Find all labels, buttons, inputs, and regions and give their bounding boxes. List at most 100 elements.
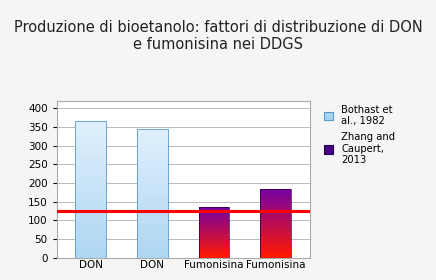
Bar (198, 215, 229, 216)
Bar (75, 208, 106, 210)
Bar (75, 249, 106, 251)
Bar (137, 219, 168, 221)
Bar (198, 220, 229, 221)
Bar (137, 241, 168, 242)
Bar (198, 219, 229, 220)
Bar (75, 137, 106, 139)
Bar (260, 212, 291, 213)
Bar (137, 135, 168, 137)
Bar (75, 223, 106, 226)
Bar (198, 231, 229, 232)
Bar (137, 129, 168, 131)
Bar (75, 190, 106, 192)
Bar (198, 246, 229, 247)
Bar (260, 200, 291, 202)
Bar (137, 195, 168, 197)
Bar (198, 248, 229, 249)
Bar (260, 224, 291, 225)
Bar (137, 176, 168, 178)
Bar (137, 232, 168, 234)
Bar (198, 244, 229, 245)
Bar (75, 242, 106, 244)
Bar (137, 148, 168, 150)
Bar (198, 251, 229, 252)
Bar (75, 237, 106, 239)
Bar (260, 217, 291, 218)
Bar (260, 190, 291, 191)
Bar (260, 249, 291, 250)
Bar (198, 216, 229, 217)
Bar (260, 223, 291, 224)
Bar (260, 235, 291, 236)
Bar (260, 248, 291, 249)
Bar (75, 212, 106, 214)
Bar (137, 208, 168, 210)
Bar (198, 222, 229, 223)
Bar (198, 226, 229, 227)
Bar (260, 247, 291, 248)
Bar (137, 155, 168, 157)
Bar (198, 240, 229, 241)
Bar (260, 188, 291, 189)
Bar (198, 228, 229, 229)
Bar (198, 254, 229, 255)
Bar (75, 239, 106, 242)
Bar (137, 167, 168, 170)
Bar (260, 233, 291, 234)
Bar (198, 232, 229, 233)
Bar (198, 221, 229, 222)
Bar (75, 142, 106, 144)
Bar (137, 183, 168, 185)
Bar (75, 176, 106, 178)
Bar (75, 230, 106, 233)
Bar (137, 193, 168, 195)
Bar (137, 230, 168, 232)
Bar (75, 146, 106, 149)
Bar (137, 161, 168, 163)
Bar (260, 225, 291, 226)
Bar (260, 221, 291, 222)
Bar (260, 220, 291, 221)
Bar (137, 180, 168, 183)
Bar (260, 228, 291, 229)
Bar (137, 170, 168, 172)
Bar (137, 157, 168, 159)
Bar (137, 189, 168, 191)
Bar (198, 209, 229, 210)
Bar (137, 174, 168, 176)
Bar (260, 237, 291, 238)
Bar (260, 202, 291, 203)
Bar (75, 123, 106, 126)
Bar (260, 244, 291, 245)
Bar (75, 178, 106, 180)
Bar (137, 178, 168, 180)
Bar (75, 199, 106, 201)
Bar (137, 131, 168, 133)
Bar (75, 253, 106, 255)
Bar (198, 223, 229, 224)
Bar (75, 174, 106, 176)
Bar (260, 242, 291, 243)
Bar (198, 225, 229, 226)
Bar (137, 210, 168, 213)
Bar (198, 234, 229, 235)
Bar (260, 241, 291, 242)
Bar (137, 185, 168, 187)
Bar (137, 223, 168, 225)
Bar (137, 255, 168, 258)
Bar (260, 214, 291, 215)
Bar (137, 206, 168, 208)
Bar (75, 221, 106, 223)
Bar (198, 241, 229, 242)
Bar (260, 208, 291, 209)
Bar (75, 205, 106, 208)
Bar (137, 245, 168, 247)
Bar (198, 252, 229, 253)
Bar (137, 242, 168, 245)
Bar (260, 194, 291, 195)
Bar (260, 254, 291, 255)
Bar (260, 245, 291, 246)
Bar (137, 144, 168, 146)
Bar (260, 250, 291, 251)
Bar (75, 214, 106, 217)
